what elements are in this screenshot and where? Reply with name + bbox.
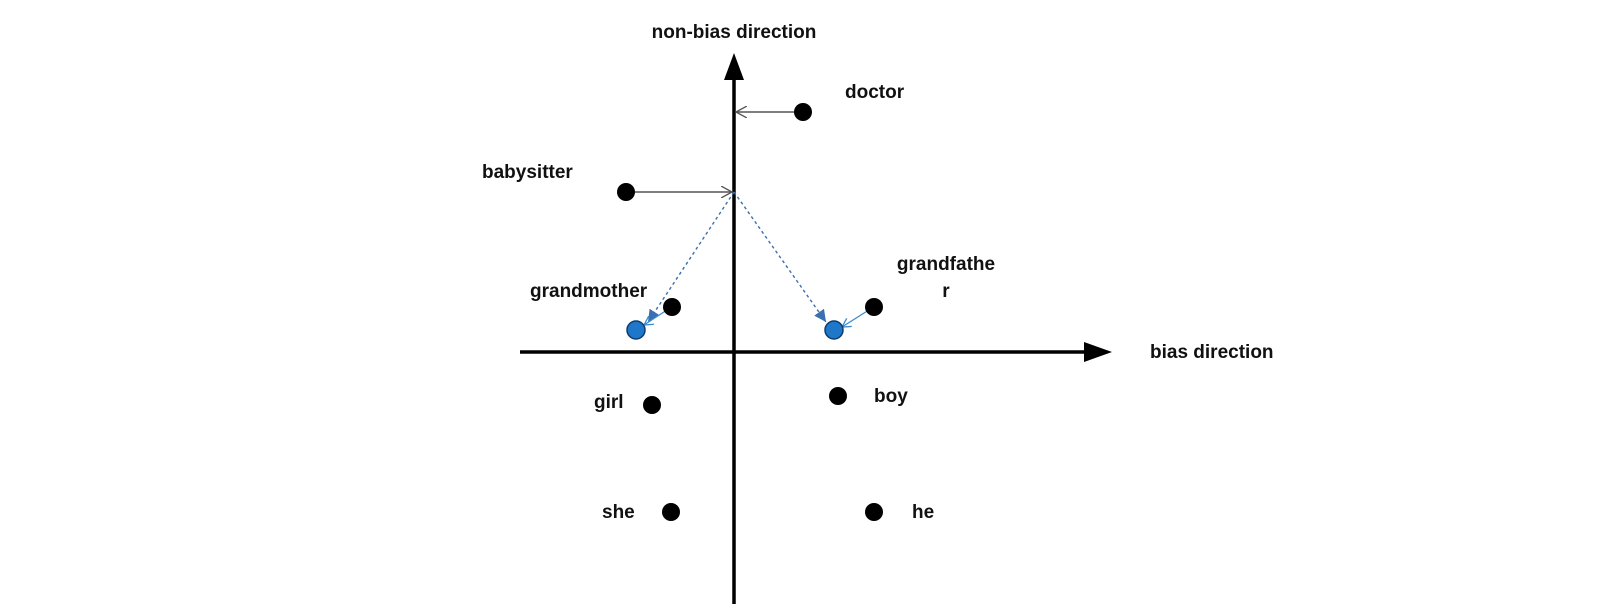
girl-point [643, 396, 661, 414]
dotted-arrow-to-grandmother-projection [647, 191, 735, 323]
grandfather-point [865, 298, 883, 316]
she-point [662, 503, 680, 521]
x-axis-arrowhead [1084, 342, 1112, 362]
boy-label: boy [874, 386, 908, 407]
babysitter-point [617, 183, 635, 201]
grandmother-label: grandmother [530, 281, 648, 302]
y-axis-label: non-bias direction [652, 22, 817, 43]
grandfather-projected-point [824, 320, 844, 340]
boy-point [829, 387, 847, 405]
he-point [865, 503, 883, 521]
y-axis-arrowhead [724, 53, 744, 80]
x-axis-label: bias direction [1150, 342, 1274, 363]
he-label: he [912, 502, 934, 523]
dotted-arrow-to-grandfather-projection [733, 191, 827, 323]
doctor-point [794, 103, 812, 121]
grandmother-point [663, 298, 681, 316]
doctor-label: doctor [845, 82, 905, 103]
she-label: she [602, 502, 635, 523]
girl-label: girl [594, 392, 624, 413]
grandmother-projected-point [626, 320, 646, 340]
grandfather-label-line1: grandfathe [897, 254, 995, 275]
grandfather-label-line2: r [942, 281, 950, 302]
babysitter-label: babysitter [482, 162, 573, 183]
